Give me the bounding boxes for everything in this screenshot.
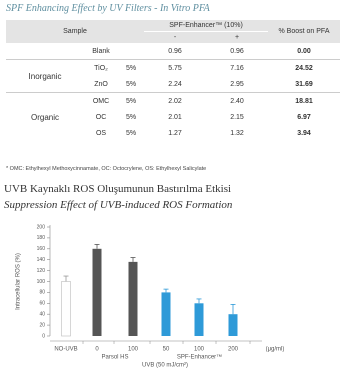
cell: ZnO (94, 80, 108, 88)
y-tick-label: 20 (39, 322, 45, 328)
cell: 5% (125, 80, 137, 88)
cell: Inorganic (6, 59, 84, 93)
cell: 1.32 (230, 129, 244, 137)
cell: 0.96 (168, 47, 182, 55)
y-tick-label: 160 (37, 246, 46, 252)
cell: Organic (6, 92, 84, 141)
x-tick-label: 100 (128, 347, 139, 353)
cell: 2.40 (206, 92, 269, 109)
x-axis-label: UVB (50 mJ/cm²) (142, 363, 188, 369)
cell: 3.94 (297, 129, 311, 137)
cell: 24.52 (268, 59, 341, 76)
cell: 0.00 (297, 47, 311, 55)
header-enhancer: SPF-Enhancer™ (10%) (144, 20, 269, 32)
cell: 6.97 (297, 113, 311, 121)
bar (194, 303, 204, 336)
cell: 0.96 (230, 47, 244, 55)
x-tick-label: NO-UVB (54, 347, 77, 353)
cell: 2.95 (230, 80, 244, 88)
y-tick-label: 0 (42, 333, 45, 339)
x-tick-label: 0 (95, 347, 99, 353)
cell: Blank (92, 47, 110, 55)
cell: TiO₂ (84, 59, 118, 76)
header-minus: - (144, 31, 207, 43)
cell: 7.16 (206, 59, 269, 76)
header-sample: Sample (6, 20, 145, 43)
pfa-table: Sample SPF-Enhancer™ (10%) % Boost on PF… (6, 20, 341, 141)
chart: 0 20 40 60 80 100 120 140 160 180 200 Intracellular… (16, 224, 285, 369)
cell: 5.75 (144, 59, 207, 76)
cell: 5% (118, 59, 145, 76)
y-tick-label: 100 (37, 279, 46, 285)
bar (92, 248, 102, 336)
cell: OS (95, 129, 107, 137)
y-tick-label: 60 (39, 301, 45, 307)
section-title: UVB Kaynaklı ROS Oluşumunun Bastırılma E… (4, 183, 232, 195)
cell: 1.27 (168, 129, 182, 137)
bar (161, 292, 171, 336)
header-plus: + (206, 31, 269, 43)
y-tick-label: 80 (39, 290, 45, 296)
header-boost: % Boost on PFA (268, 20, 341, 43)
y-tick-label: 40 (39, 312, 45, 318)
footnote: * OMC: Ethylhexyl Methoxycinnamate, OC: … (6, 166, 207, 172)
cell: 2.24 (168, 80, 182, 88)
group-label: SPF-Enhancer™ (177, 354, 222, 361)
section-subtitle: Suppression Effect of UVB-induced ROS Fo… (4, 199, 233, 211)
cell: 5% (125, 129, 137, 137)
cell: 18.81 (268, 92, 341, 109)
cell: 5% (125, 113, 137, 121)
cell: 5% (118, 92, 145, 109)
title: SPF Enhancing Effect by UV Filters - In … (6, 3, 210, 14)
cell: 2.15 (230, 113, 244, 121)
cell: OMC (84, 92, 118, 109)
y-tick-label: 140 (37, 257, 46, 263)
y-tick-label: 180 (37, 235, 46, 241)
group-label: Parsol HS (101, 355, 128, 361)
y-axis-label: Intracellular ROS (%) (16, 253, 22, 310)
bar (128, 261, 138, 336)
y-tick-label: 120 (37, 268, 46, 274)
cell: OC (95, 113, 107, 121)
cell: 31.69 (295, 80, 313, 88)
y-tick-label: 200 (37, 224, 46, 230)
cell: 2.02 (144, 92, 207, 109)
cell: 2.01 (168, 113, 182, 121)
x-tick-label: 50 (163, 347, 170, 353)
x-tick-label: 100 (194, 347, 205, 353)
bar (228, 314, 238, 336)
x-unit: (μg/ml) (266, 347, 285, 353)
x-tick-label: 200 (228, 347, 239, 353)
bar (61, 281, 71, 337)
